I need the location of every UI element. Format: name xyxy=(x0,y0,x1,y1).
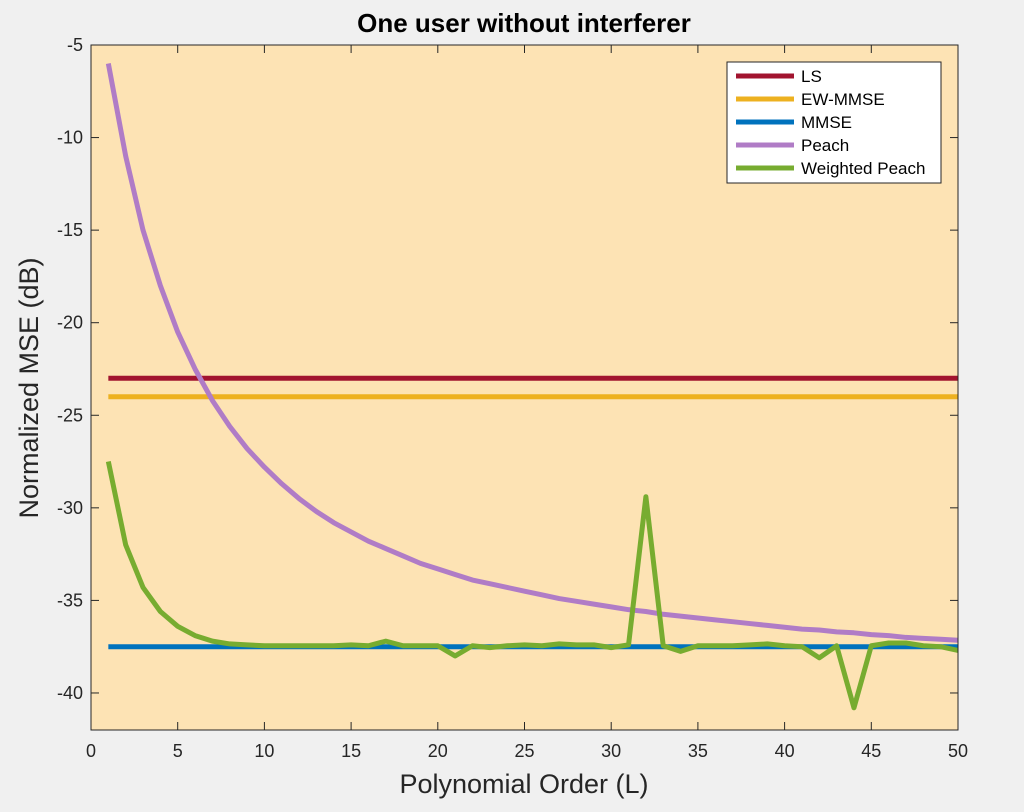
x-axis-label: Polynomial Order (L) xyxy=(399,769,648,799)
y-axis-label: Normalized MSE (dB) xyxy=(14,257,44,518)
y-tick-label: -5 xyxy=(67,35,83,55)
legend: LS EW-MMSE MMSE Peach Weighted Peach xyxy=(726,61,942,184)
x-tick-label: 20 xyxy=(428,741,448,761)
legend-label-ew-mmse: EW-MMSE xyxy=(801,90,885,109)
x-axis-ticks: 0 5 10 15 20 25 30 35 40 45 50 xyxy=(86,45,968,761)
legend-label-mmse: MMSE xyxy=(801,113,852,132)
legend-label-weighted-peach: Weighted Peach xyxy=(801,159,925,178)
x-tick-label: 50 xyxy=(948,741,968,761)
y-tick-label: -15 xyxy=(57,220,83,240)
y-tick-label: -30 xyxy=(57,498,83,518)
x-tick-label: 0 xyxy=(86,741,96,761)
x-tick-label: 40 xyxy=(775,741,795,761)
x-tick-label: 5 xyxy=(173,741,183,761)
x-tick-label: 30 xyxy=(601,741,621,761)
x-tick-label: 45 xyxy=(861,741,881,761)
y-tick-label: -10 xyxy=(57,128,83,148)
y-axis-ticks: -40 -35 -30 -25 -20 -15 -10 -5 xyxy=(57,35,958,703)
y-tick-label: -20 xyxy=(57,313,83,333)
chart-title: One user without interferer xyxy=(357,8,691,38)
y-tick-label: -35 xyxy=(57,590,83,610)
legend-label-ls: LS xyxy=(801,67,822,86)
x-tick-label: 25 xyxy=(514,741,534,761)
series-line-weighted-peach xyxy=(105,461,959,711)
legend-label-peach: Peach xyxy=(801,136,849,155)
y-tick-label: -40 xyxy=(57,683,83,703)
x-tick-label: 35 xyxy=(688,741,708,761)
y-tick-label: -25 xyxy=(57,405,83,425)
x-tick-label: 10 xyxy=(254,741,274,761)
series-line-peach xyxy=(105,63,959,643)
plot-lines xyxy=(105,63,959,711)
x-tick-label: 15 xyxy=(341,741,361,761)
